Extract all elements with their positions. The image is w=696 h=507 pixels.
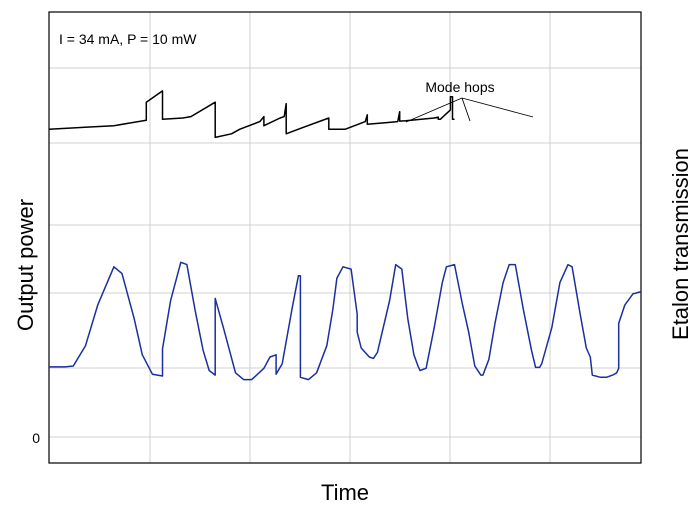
series-layer <box>48 90 642 381</box>
x-axis-label: Time <box>321 480 369 505</box>
y-tick-zero: 0 <box>32 430 40 446</box>
grid <box>49 12 641 463</box>
annotation-text: I = 34 mA, P = 10 mW <box>59 31 197 47</box>
plot-frame <box>48 11 642 464</box>
series-line-1 <box>48 90 455 139</box>
y-axis-label: Output power <box>13 199 38 331</box>
callout-line <box>461 97 534 118</box>
series-line-2 <box>49 261 642 381</box>
mode-hop-callout: Mode hops <box>405 79 534 123</box>
callout-label: Mode hops <box>425 79 494 95</box>
callout-line <box>461 97 471 122</box>
y-axis-label-right: Etalon transmission <box>668 148 693 340</box>
